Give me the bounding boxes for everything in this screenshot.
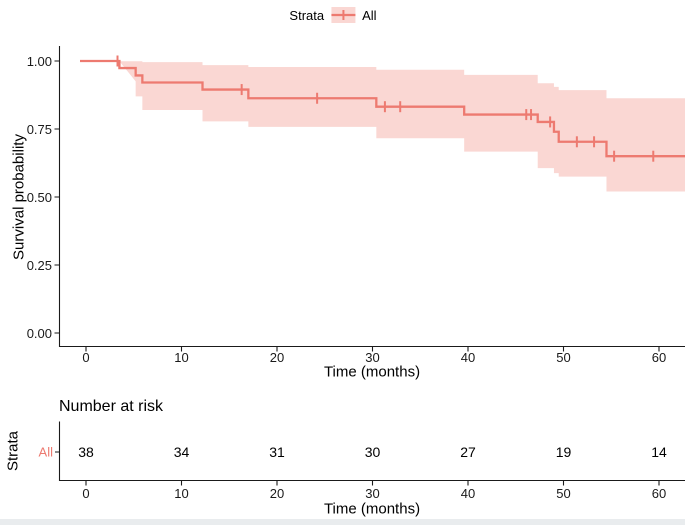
survival-step-line [80,59,685,158]
risk-axes [58,421,685,482]
x-tick-label: 30 [365,350,380,365]
risk-x-tick-label: 60 [651,486,667,501]
x-axis-title-risk: Time (months) [323,500,421,518]
risk-x-tick-label: 0 [82,486,90,501]
risk-count: 34 [173,444,190,460]
x-tick-label: 40 [460,350,476,365]
risk-x-tick-label: 20 [269,486,285,501]
risk-count: 14 [651,444,667,460]
risk-x-tick-label: 40 [460,486,476,501]
x-tick-label: 50 [556,350,571,365]
legend: Strata All [289,6,377,24]
legend-item-all-label: All [362,7,377,23]
x-tick-label: 20 [269,350,285,365]
y-tick-label: 0.25 [26,257,52,273]
risk-count: 38 [78,444,94,460]
confidence-band [119,61,685,192]
y-tick-label: 1.00 [26,53,52,69]
risk-x-tick-label: 10 [174,486,189,501]
risk-table-title: Number at risk [59,398,164,415]
x-axis-title-main: Time (months) [323,363,421,381]
y-tick-label: 0.00 [26,325,52,341]
y-tick-label: 0.50 [26,189,52,205]
bottom-strip [0,519,685,525]
legend-key-icon [331,7,356,23]
axes-lines [54,46,685,486]
y-tick-label: 0.75 [26,121,52,137]
main-axes [58,46,685,348]
legend-title: Strata [289,7,325,23]
survival-curve-all [80,59,685,158]
strata-axis-title: Strata [4,430,22,472]
censor-marks [116,55,655,162]
x-tick-label: 60 [651,350,667,365]
risk-x-tick-label: 30 [365,486,380,501]
risk-row-label: All [38,444,53,460]
risk-x-tick-label: 50 [556,486,571,501]
x-tick-label: 10 [174,350,189,365]
risk-count: 27 [460,444,476,460]
axis-tick-marks [54,60,660,486]
confidence-band-area [119,61,685,192]
risk-count: 19 [555,444,572,460]
risk-count: 30 [364,444,381,460]
risk-count: 31 [269,444,285,460]
x-tick-label: 0 [82,350,90,365]
